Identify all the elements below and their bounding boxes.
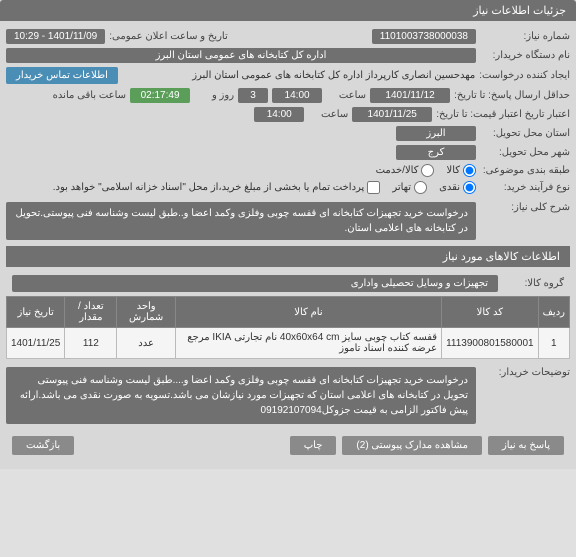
- contact-info-button[interactable]: اطلاعات تماس خریدار: [6, 67, 118, 84]
- province-label: استان محل تحویل:: [480, 128, 570, 139]
- category-kala[interactable]: کالا: [446, 164, 476, 177]
- th-qty: تعداد / مقدار: [65, 297, 117, 328]
- cell-name: قفسه کتاب چوبی سایز 40x60x64 cm نام تجار…: [175, 328, 441, 359]
- category-khadamat[interactable]: کالا/خدمت: [376, 164, 435, 177]
- desc-value: درخواست خرید تجهیزات کتابخانه ای قفسه چو…: [6, 202, 476, 240]
- buy-type-cash-radio[interactable]: [463, 181, 476, 194]
- buy-type-label: نوع فرآیند خرید:: [480, 182, 570, 193]
- remain-label: ساعت باقی مانده: [53, 90, 126, 101]
- print-button[interactable]: چاپ: [290, 436, 337, 455]
- creator-label: ایجاد کننده درخواست:: [479, 70, 570, 81]
- form-section: شماره نیاز: 1101003738000038 تاریخ و ساع…: [0, 23, 576, 469]
- category-label: طبقه بندی موضوعی:: [480, 165, 570, 176]
- group-value: تجهیزات و وسایل تحصیلی واداری: [12, 275, 498, 292]
- panel-header: جزئیات اطلاعات نیاز: [0, 0, 576, 21]
- buy-type-barter-radio[interactable]: [414, 181, 427, 194]
- reply-button[interactable]: پاسخ به نیاز: [488, 436, 564, 455]
- cell-row: 1: [538, 328, 569, 359]
- buyer-org-value: اداره کل کتابخانه های عمومی استان البرز: [6, 48, 476, 63]
- buyer-org-label: نام دستگاه خریدار:: [480, 50, 570, 61]
- items-section-title: اطلاعات کالاهای مورد نیاز: [6, 246, 570, 267]
- countdown-value: 02:17:49: [130, 88, 190, 103]
- buy-note-checkbox[interactable]: [367, 181, 380, 194]
- announce-value: 1401/11/09 - 10:29: [6, 29, 105, 44]
- buy-type-cash[interactable]: نقدی: [439, 181, 476, 194]
- valid-label: اعتبار تاریخ اعتبار قیمت: تا تاریخ:: [436, 109, 570, 120]
- th-name: نام کالا: [175, 297, 441, 328]
- group-label: گروه کالا:: [504, 278, 564, 289]
- time-label-2: ساعت: [308, 109, 348, 120]
- need-no-label: شماره نیاز:: [480, 31, 570, 42]
- need-no-value: 1101003738000038: [372, 29, 476, 44]
- footer-buttons: پاسخ به نیاز مشاهده مدارک پیوستی (2) چاپ…: [6, 428, 570, 463]
- items-table: ردیف کد کالا نام کالا واحد شمارش تعداد /…: [6, 296, 570, 359]
- notes-label: توضیحات خریدار:: [480, 367, 570, 378]
- city-value: کرج: [396, 145, 476, 160]
- th-row: ردیف: [538, 297, 569, 328]
- th-date: تاریخ نیاز: [7, 297, 65, 328]
- th-unit: واحد شمارش: [117, 297, 175, 328]
- category-khadamat-radio[interactable]: [421, 164, 434, 177]
- cell-code: 1113900801580001: [442, 328, 539, 359]
- table-row[interactable]: 1 1113900801580001 قفسه کتاب چوبی سایز 4…: [7, 328, 570, 359]
- deadline-time: 14:00: [272, 88, 322, 103]
- time-label-1: ساعت: [326, 90, 366, 101]
- days-label: روز و: [194, 90, 234, 101]
- buy-type-barter[interactable]: تهاتر: [392, 181, 427, 194]
- back-button[interactable]: بازگشت: [12, 436, 74, 455]
- deadline-date: 1401/11/12: [370, 88, 450, 103]
- desc-label: شرح کلی نیاز:: [480, 202, 570, 213]
- cell-qty: 112: [65, 328, 117, 359]
- deadline-label: حداقل ارسال پاسخ: تا تاریخ:: [454, 90, 570, 101]
- notes-value: درخواست خرید تجهیزات کتابخانه ای قفسه چو…: [6, 367, 476, 424]
- announce-label: تاریخ و ساعت اعلان عمومی:: [109, 31, 228, 42]
- cell-date: 1401/11/25: [7, 328, 65, 359]
- days-value: 3: [238, 88, 268, 103]
- buy-type-radio-group: نقدی تهاتر پرداخت تمام یا بخشی از مبلغ خ…: [53, 181, 476, 194]
- province-value: البرز: [396, 126, 476, 141]
- city-label: شهر محل تحویل:: [480, 147, 570, 158]
- th-code: کد کالا: [442, 297, 539, 328]
- category-kala-radio[interactable]: [463, 164, 476, 177]
- creator-value: مهدحسین انصاری کارپرداز اداره کل کتابخان…: [122, 70, 475, 81]
- buy-type-note-check[interactable]: پرداخت تمام یا بخشی از مبلغ خرید،از محل …: [53, 181, 381, 194]
- attachments-button[interactable]: مشاهده مدارک پیوستی (2): [342, 436, 482, 455]
- cell-unit: عدد: [117, 328, 175, 359]
- valid-time: 14:00: [254, 107, 304, 122]
- category-radio-group: کالا کالا/خدمت: [376, 164, 476, 177]
- valid-date: 1401/11/25: [352, 107, 432, 122]
